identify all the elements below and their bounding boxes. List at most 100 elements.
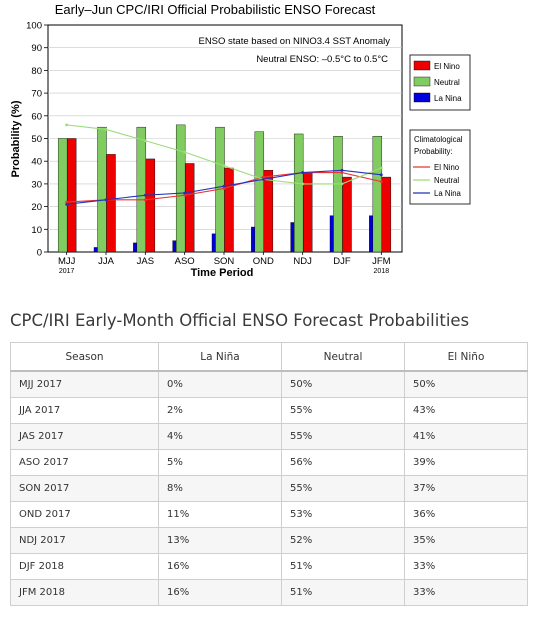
cell-el-nino: 36% xyxy=(404,501,528,528)
cell-la-nina: 11% xyxy=(158,501,282,528)
climatology-point-el-nino xyxy=(183,193,187,197)
chart-title: Early–Jun CPC/IRI Official Probabilistic… xyxy=(55,2,376,17)
bars xyxy=(57,124,392,253)
bar-neutral xyxy=(254,131,265,253)
cell-neutral: 55% xyxy=(281,475,405,502)
bar-neutral xyxy=(136,126,147,253)
cell-la-nina: 4% xyxy=(158,423,282,450)
x-tick-label: JJA xyxy=(98,256,115,267)
climatology-point-el-nino xyxy=(222,187,226,190)
bar-el-nino xyxy=(66,138,77,253)
cell-season: OND 2017 xyxy=(10,501,159,528)
y-tick-label: 60 xyxy=(31,111,42,122)
y-tick-label: 30 xyxy=(31,179,42,190)
bar-neutral xyxy=(293,133,304,253)
climatology-point-la-nina xyxy=(65,202,69,206)
header-la-nina: La Niña xyxy=(158,342,282,372)
x-tick-label: JFM xyxy=(372,256,391,267)
cell-la-nina: 16% xyxy=(158,553,282,580)
climatology-point-el-nino xyxy=(65,200,69,204)
cell-la-nina: 2% xyxy=(158,397,282,424)
climatology-point-neutral xyxy=(222,164,226,168)
x-tick-label: NDJ xyxy=(293,256,312,267)
climatology-legend-label-neutral: Neutral xyxy=(434,176,459,185)
y-tick-label: 100 xyxy=(26,21,42,32)
header-neutral: Neutral xyxy=(281,342,405,372)
legend-label-la-nina: La Nina xyxy=(434,94,462,103)
enso-forecast-chart: Early–Jun CPC/IRI Official Probabilistic… xyxy=(10,2,471,279)
climatology-point-la-nina xyxy=(261,177,265,181)
x-axis-label: Time Period xyxy=(191,267,254,279)
climatology-point-la-nina xyxy=(379,173,383,177)
bar-el-nino xyxy=(184,163,195,253)
cell-el-nino: 35% xyxy=(404,527,528,554)
climatology-point-la-nina xyxy=(222,184,226,188)
climatology-legend-label-la-nina: La Nina xyxy=(434,189,462,198)
climatology-point-la-nina xyxy=(104,198,108,202)
x-tick-label: DJF xyxy=(333,256,351,267)
cell-neutral: 53% xyxy=(281,501,405,528)
climatology-lines xyxy=(65,123,383,206)
y-axis: 0 10 20 30 40 50 60 70 80 90 100 xyxy=(26,21,48,259)
table-row: OND 2017 11% 53% 36% xyxy=(10,501,528,528)
bar-neutral xyxy=(333,136,343,253)
cell-la-nina: 16% xyxy=(158,579,282,606)
bar-el-nino xyxy=(302,172,313,253)
table-header-row: Season La Niña Neutral El Niño xyxy=(10,342,528,372)
bar-neutral xyxy=(175,124,186,253)
bar-el-nino xyxy=(381,176,392,253)
climatology-point-neutral xyxy=(301,182,305,186)
table-row: JAS 2017 4% 55% 41% xyxy=(10,423,528,450)
cell-season: JJA 2017 xyxy=(10,397,159,424)
climatology-point-neutral xyxy=(65,123,69,127)
x-tick-label: OND xyxy=(253,256,274,267)
cell-neutral: 55% xyxy=(281,397,405,424)
climatology-point-el-nino xyxy=(340,171,344,174)
cell-el-nino: 39% xyxy=(404,449,528,476)
climatology-point-la-nina xyxy=(301,171,305,174)
bar-neutral xyxy=(97,126,107,253)
cell-season: NDJ 2017 xyxy=(10,527,159,554)
climatology-legend-title-2: Probability: xyxy=(414,147,453,156)
y-tick-label: 20 xyxy=(31,202,42,213)
climatology-point-el-nino xyxy=(261,175,265,179)
cell-neutral: 56% xyxy=(281,449,405,476)
cell-season: SON 2017 xyxy=(10,475,159,502)
climatology-point-la-nina xyxy=(183,191,187,195)
table-row: SON 2017 8% 55% 37% xyxy=(10,475,528,502)
y-tick-label: 80 xyxy=(31,66,42,77)
bar-el-nino xyxy=(106,154,116,253)
climatology-point-neutral xyxy=(379,166,383,170)
climatology-point-la-nina xyxy=(143,193,147,197)
climatology-point-neutral xyxy=(104,128,108,131)
y-tick-label: 40 xyxy=(31,157,42,168)
climatology-point-la-nina xyxy=(340,168,344,172)
legend-label-neutral: Neutral xyxy=(434,78,460,87)
bar-el-nino xyxy=(263,170,274,253)
table-row: NDJ 2017 13% 52% 35% xyxy=(10,527,528,554)
header-season: Season xyxy=(10,342,159,372)
cell-season: DJF 2018 xyxy=(10,553,159,580)
climatology-point-neutral xyxy=(340,182,344,186)
x-tick-sublabel: 2018 xyxy=(374,268,390,275)
cell-season: ASO 2017 xyxy=(10,449,159,476)
x-tick-label: SON xyxy=(214,256,235,267)
y-tick-label: 50 xyxy=(31,134,42,145)
cell-neutral: 55% xyxy=(281,423,405,450)
x-tick-sublabel: 2017 xyxy=(59,268,75,275)
bar-el-nino xyxy=(145,158,156,253)
bar-el-nino xyxy=(224,167,234,253)
y-axis-label: Probability (%) xyxy=(10,100,22,177)
cell-season: JAS 2017 xyxy=(10,423,159,450)
climatology-legend: El Nino Neutral La Nina xyxy=(413,163,462,198)
cell-el-nino: 50% xyxy=(404,370,528,398)
cell-el-nino: 33% xyxy=(404,553,528,580)
cell-season: JFM 2018 xyxy=(10,579,159,606)
y-tick-label: 10 xyxy=(31,225,42,236)
annotation-line-2: Neutral ENSO: –0.5°C to 0.5°C xyxy=(256,54,388,65)
cell-neutral: 51% xyxy=(281,579,405,606)
cell-neutral: 51% xyxy=(281,553,405,580)
bar-neutral xyxy=(57,138,68,253)
x-tick-label: MJJ xyxy=(58,256,76,267)
